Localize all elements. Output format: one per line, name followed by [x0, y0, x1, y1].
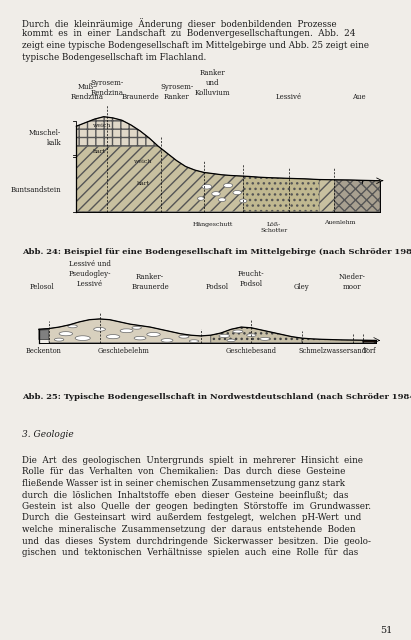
Text: Pelosol: Pelosol — [30, 283, 55, 291]
Ellipse shape — [106, 335, 120, 339]
Text: Nieder-
moor: Nieder- moor — [339, 273, 366, 291]
Ellipse shape — [233, 330, 243, 333]
Polygon shape — [302, 338, 363, 342]
Polygon shape — [363, 340, 376, 342]
Text: Buntsandstein: Buntsandstein — [11, 186, 61, 194]
Polygon shape — [76, 164, 167, 212]
Ellipse shape — [120, 329, 133, 333]
Text: Durch  die  Gesteinsart  wird  außerdem  festgelegt,  welchen  pH-Wert  und: Durch die Gesteinsart wird außerdem fest… — [22, 513, 361, 522]
Polygon shape — [39, 328, 49, 340]
Polygon shape — [334, 180, 380, 212]
Ellipse shape — [260, 337, 270, 340]
Text: Rolle  für  das  Verhalten  von  Chemikalien:  Das  durch  diese  Gesteine: Rolle für das Verhalten von Chemikalien:… — [22, 467, 345, 477]
Text: fließende Wasser ist in seiner chemischen Zusammensetzung ganz stark: fließende Wasser ist in seiner chemische… — [22, 479, 345, 488]
Ellipse shape — [134, 337, 146, 340]
Text: Abb. 24: Beispiel für eine Bodengesellschaft im Mittelgebirge (nach Schröder 198: Abb. 24: Beispiel für eine Bodengesellsc… — [22, 248, 411, 256]
Ellipse shape — [227, 339, 236, 342]
Text: Muß-
Rendzina: Muß- Rendzina — [71, 83, 104, 101]
Ellipse shape — [212, 191, 220, 196]
Ellipse shape — [202, 184, 212, 189]
Ellipse shape — [94, 328, 106, 331]
Text: 51: 51 — [381, 626, 393, 635]
Ellipse shape — [68, 325, 77, 328]
Polygon shape — [76, 147, 380, 212]
Text: Beckenton: Beckenton — [26, 347, 62, 355]
Text: Torf: Torf — [363, 347, 376, 355]
Text: Schmelzwassersand: Schmelzwassersand — [298, 347, 366, 355]
Ellipse shape — [147, 332, 160, 337]
Text: zeigt eine typische Bodengesellschaft im Mittelgebirge und Abb. 25 zeigt eine: zeigt eine typische Bodengesellschaft im… — [22, 41, 369, 50]
Text: welche  mineralische  Zusammensetzung  der  daraus  entstehende  Boden: welche mineralische Zusammensetzung der … — [22, 525, 356, 534]
Ellipse shape — [240, 199, 247, 203]
Text: Lessivé: Lessivé — [276, 93, 302, 101]
Text: Feucht-
Podsol: Feucht- Podsol — [238, 270, 265, 288]
Text: Gley: Gley — [294, 283, 310, 291]
Polygon shape — [243, 176, 319, 212]
Polygon shape — [211, 327, 302, 342]
Text: Durch  die  kleinräumige  Änderung  dieser  bodenbildenden  Prozesse: Durch die kleinräumige Änderung dieser b… — [22, 18, 337, 29]
Text: Die  Art  des  geologischen  Untergrunds  spielt  in  mehrerer  Hinsicht  eine: Die Art des geologischen Untergrunds spi… — [22, 456, 363, 465]
Text: Muschel-
kalk: Muschel- kalk — [29, 129, 61, 147]
Ellipse shape — [218, 198, 226, 202]
Text: Aue: Aue — [352, 93, 365, 101]
Text: durch  die  löslichen  Inhaltstoffe  eben  dieser  Gesteine  beeinflußt;  das: durch die löslichen Inhaltstoffe eben di… — [22, 490, 349, 499]
Ellipse shape — [247, 334, 256, 337]
Text: Syrosem-
Ranker: Syrosem- Ranker — [160, 83, 193, 101]
Ellipse shape — [75, 336, 90, 340]
Text: weich: weich — [134, 159, 152, 164]
Text: Geschiebesand: Geschiebesand — [226, 347, 277, 355]
Text: Auenlehm: Auenlehm — [324, 220, 356, 225]
Ellipse shape — [233, 191, 242, 195]
Text: Syrosem-
Rendzina: Syrosem- Rendzina — [90, 79, 123, 97]
Text: hart: hart — [93, 150, 106, 154]
Text: und  das  dieses  System  durchdringende  Sickerwasser  besitzen.  Die  geolo-: und das dieses System durchdringende Sic… — [22, 536, 371, 545]
Polygon shape — [49, 319, 211, 342]
Text: Braunerde: Braunerde — [121, 93, 159, 101]
Ellipse shape — [179, 335, 189, 338]
Polygon shape — [76, 116, 167, 180]
Text: Ranker
und
Kolluvium: Ranker und Kolluvium — [195, 69, 231, 97]
Ellipse shape — [132, 326, 141, 329]
Ellipse shape — [161, 339, 173, 342]
Text: hart: hart — [137, 182, 150, 186]
Text: Podsol: Podsol — [206, 283, 229, 291]
Text: typische Bodengesellschaft im Flachland.: typische Bodengesellschaft im Flachland. — [22, 52, 206, 61]
Ellipse shape — [54, 338, 64, 341]
Polygon shape — [39, 328, 49, 331]
Ellipse shape — [197, 196, 204, 200]
Text: Hängeschutt: Hängeschutt — [193, 222, 233, 227]
Ellipse shape — [219, 334, 230, 337]
Text: Geschiebelehm: Geschiebelehm — [97, 347, 149, 355]
Ellipse shape — [224, 183, 233, 188]
Text: Löß-
Schotter: Löß- Schotter — [260, 222, 287, 233]
Text: Abb. 25: Typische Bodengesellschaft in Nordwestdeutschland (nach Schröder 1984).: Abb. 25: Typische Bodengesellschaft in N… — [22, 393, 411, 401]
Text: gischen  und  tektonischen  Verhältnisse  spielen  auch  eine  Rolle  für  das: gischen und tektonischen Verhältnisse sp… — [22, 548, 358, 557]
Text: kommt  es  in  einer  Landschaft  zu  Bodenvergesellschaftungen.  Abb.  24: kommt es in einer Landschaft zu Bodenver… — [22, 29, 356, 38]
Text: Ranker-
Braunerde: Ranker- Braunerde — [131, 273, 169, 291]
Ellipse shape — [59, 332, 73, 336]
Text: Lessivé und
Pseudogley-
Lessivé: Lessivé und Pseudogley- Lessivé — [68, 260, 111, 288]
Text: weich: weich — [93, 124, 111, 129]
Ellipse shape — [189, 340, 199, 342]
Text: 3. Geologie: 3. Geologie — [22, 430, 74, 439]
Text: Gestein  ist  also  Quelle  der  geogen  bedingten  Störstoffe  im  Grundwasser.: Gestein ist also Quelle der geogen bedin… — [22, 502, 371, 511]
